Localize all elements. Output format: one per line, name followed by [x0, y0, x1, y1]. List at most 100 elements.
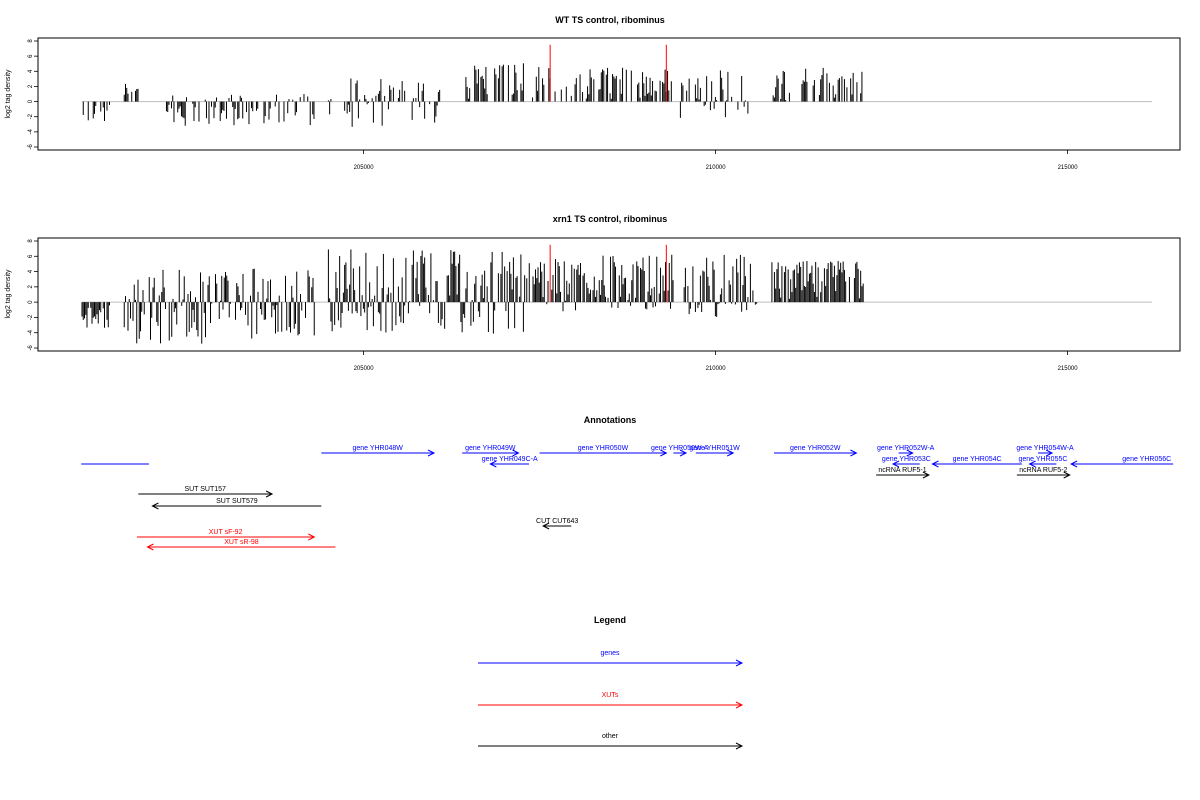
annotation-feature: CUT CUT643 [536, 518, 578, 530]
annotation-feature: ncRNA RUF5-2 [1016, 467, 1071, 479]
annotation-feature: gene YHR051W [689, 445, 740, 457]
y-tick-label: 0 [28, 300, 34, 304]
annotation-feature: SUT SUT157 [138, 486, 274, 498]
annotation-features: gene YHR048W gene YHR049W gene YHR049C-A ge… [81, 445, 1174, 551]
x-tick-label: 215000 [1058, 165, 1079, 171]
arrowhead-right-icon [1063, 471, 1071, 479]
annotation-label: gene YHR055C [1019, 456, 1068, 463]
arrowhead-right-icon [850, 449, 858, 457]
annotation-label: gene YHR056C [1122, 456, 1171, 463]
arrowhead-right-icon [512, 449, 520, 457]
annotation-label: gene YHR051W [689, 445, 740, 452]
annotation-feature: gene YHR054C [931, 456, 1022, 468]
panel-title-xrn1: xrn1 TS control, ribominus [553, 214, 668, 224]
arrowhead-right-icon [679, 449, 688, 457]
annotation-feature: gene YHR048W [321, 445, 436, 457]
density-bars-xrn1 [81, 244, 1153, 344]
legend-label: genes [600, 650, 620, 657]
annotation-label: XUT sR-98 [224, 539, 259, 546]
annotation-label: CUT CUT643 [536, 518, 578, 525]
annotation-feature: gene YHR052W [774, 445, 858, 457]
x-tick-label: 205000 [354, 165, 375, 171]
legend-item-xut: XUTs [478, 692, 744, 709]
annotations-title: Annotations [584, 415, 637, 425]
annotation-label: SUT SUT157 [184, 486, 226, 493]
density-bars-wt [82, 44, 1153, 127]
annotation-label: SUT SUT579 [216, 498, 258, 505]
legend-label: other [602, 733, 619, 740]
legend-item-other: other [478, 733, 744, 750]
arrowhead-right-icon [1045, 449, 1054, 457]
arrowhead-right-icon [265, 490, 274, 498]
annotation-feature: XUT sF-92 [136, 529, 316, 541]
annotation-feature: gene YHR054W-A [1016, 445, 1074, 457]
annotation-feature: SUT SUT579 [151, 498, 322, 510]
annotation-feature: gene YHR049C-A [482, 456, 538, 468]
y-tick-label: -2 [28, 314, 34, 320]
y-axis-ticks-xrn1: 8 6 4 2 0 -2 -4 -6 [28, 239, 38, 351]
legend-label: XUTs [602, 692, 619, 699]
x-tick-label: 205000 [354, 366, 375, 372]
annotation-feature: gene YHR050W [539, 445, 668, 457]
annotation-feature: gene YHR056C [1070, 456, 1174, 468]
y-tick-label: -4 [28, 129, 34, 135]
arrowhead-right-icon [922, 471, 931, 479]
arrowhead-right-icon [906, 449, 914, 457]
annotation-label: gene YHR049C-A [482, 456, 538, 463]
annotation-label: ncRNA RUF5-2 [1019, 467, 1067, 474]
y-tick-label: 2 [28, 285, 34, 289]
arrowhead-right-icon [735, 742, 744, 750]
panel-xrn1: xrn1 TS control, ribominus log2 tag dens… [5, 214, 1181, 372]
annotation-feature: gene YHR052W-A [877, 445, 935, 457]
annotation-feature: XUT sR-98 [146, 539, 336, 551]
arrowhead-right-icon [726, 449, 735, 457]
y-tick-label: -2 [28, 113, 34, 119]
arrowhead-right-icon [735, 659, 744, 667]
arrowhead-left-icon [489, 460, 497, 468]
arrowhead-right-icon [735, 701, 744, 709]
annotation-label: gene YHR049W [465, 445, 516, 452]
annotation-feature: gene YHR050W-A [651, 445, 709, 457]
y-axis-ticks-wt: 8 6 4 2 0 -2 -4 -6 [28, 39, 38, 150]
y-tick-label: 4 [28, 269, 34, 273]
y-tick-label: 6 [28, 54, 34, 58]
annotation-feature: gene YHR055C [1019, 456, 1068, 468]
annotation-feature: ncRNA RUF5-1 [876, 467, 931, 479]
arrowhead-right-icon [427, 449, 436, 457]
y-tick-label: 4 [28, 69, 34, 73]
annotation-feature: gene YHR049W [462, 445, 520, 457]
arrowhead-left-icon [1070, 460, 1078, 468]
legend-items: genes XUTs other [478, 650, 744, 750]
annotation-label: gene YHR050W [578, 445, 629, 452]
y-tick-label: 0 [28, 99, 34, 103]
annotation-label: gene YHR052W-A [877, 445, 935, 452]
x-tick-label: 210000 [706, 165, 727, 171]
y-tick-label: 8 [28, 39, 34, 43]
panel-wt: WT TS control, ribominus log2 tag densit… [5, 15, 1181, 171]
plot-frame-xrn1 [37, 237, 1181, 352]
x-tick-label: 215000 [1058, 366, 1079, 372]
legend: Legend genes XUTs other [478, 615, 744, 750]
y-axis-label-xrn1: log2 tag density [5, 269, 12, 319]
arrowhead-right-icon [308, 533, 316, 541]
annotations-track: Annotations gene YHR048W gene YHR049Wgene… [81, 415, 1174, 551]
arrowhead-left-icon [146, 543, 154, 551]
x-axis-ticks-xrn1: 205000 210000 215000 [354, 351, 1079, 372]
annotation-label: gene YHR052W [790, 445, 841, 452]
annotation-label: ncRNA RUF5-1 [878, 467, 926, 474]
arrowhead-right-icon [660, 449, 668, 457]
annotation-label: gene YHR048W [352, 445, 403, 452]
y-axis-label-wt: log2 tag density [5, 69, 12, 119]
plot-frame-wt [37, 37, 1181, 151]
arrowhead-left-icon [1028, 460, 1036, 468]
arrowhead-left-icon [542, 522, 550, 530]
annotation-label: gene YHR054W-A [1016, 445, 1074, 452]
y-tick-label: -6 [28, 345, 34, 351]
y-tick-label: -4 [28, 329, 34, 335]
annotation-label: gene YHR054C [953, 456, 1002, 463]
annotation-label: gene YHR050W-A [651, 445, 709, 452]
panel-title-wt: WT TS control, ribominus [555, 15, 665, 25]
arrowhead-left-icon [931, 460, 939, 468]
y-tick-label: 6 [28, 254, 34, 258]
